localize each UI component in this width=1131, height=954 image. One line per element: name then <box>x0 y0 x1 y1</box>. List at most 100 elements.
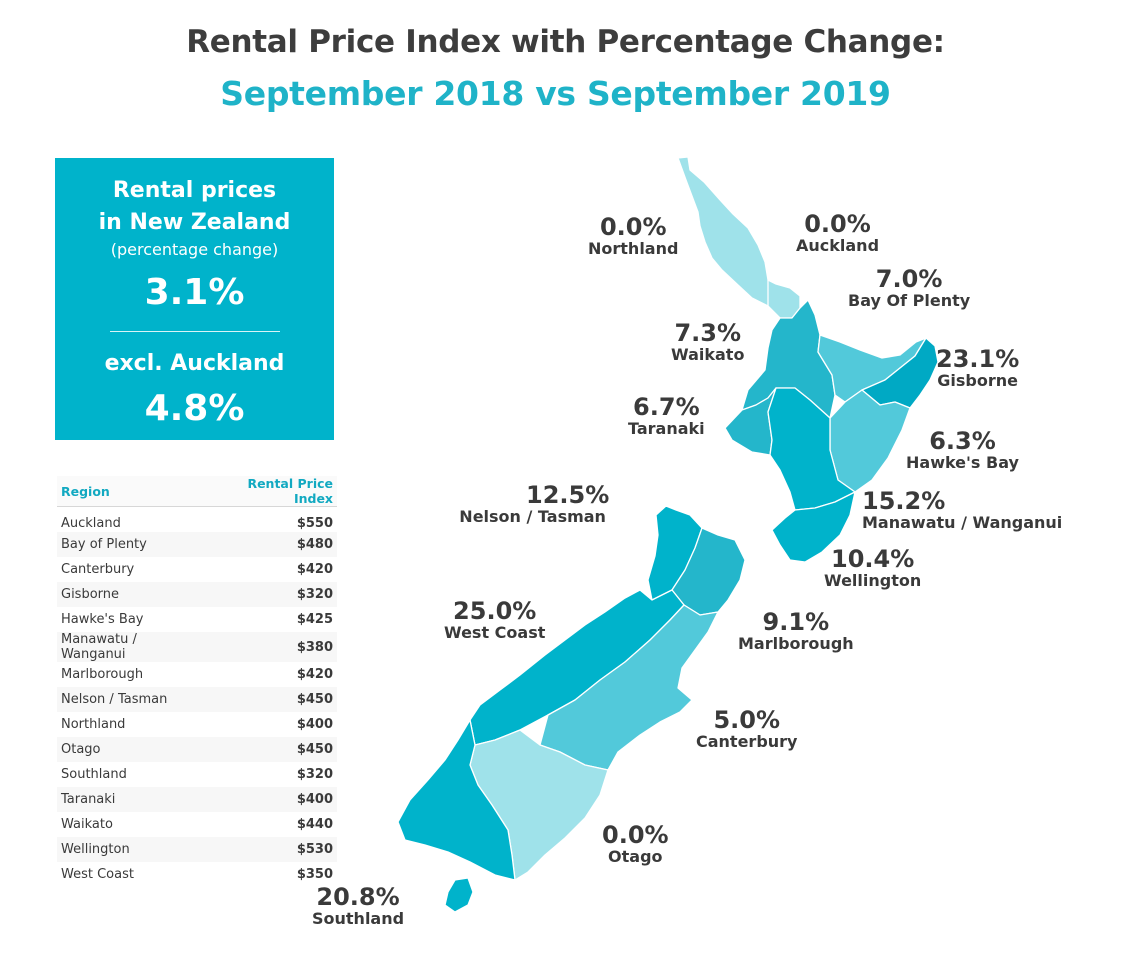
index-cell: $320 <box>205 582 337 607</box>
wellington-name: Wellington <box>824 571 922 590</box>
index-cell: $320 <box>296 767 333 782</box>
label-wellington: 10.4% Wellington <box>824 546 921 590</box>
table-row: Gisborne $320 <box>57 582 337 607</box>
gisborne-pct: 23.1% <box>936 345 1020 373</box>
taranaki-pct: 6.7% <box>633 393 700 421</box>
table-row: Auckland $550 <box>57 507 337 533</box>
index-cell: $420 <box>296 667 333 682</box>
index-cell: $380 <box>205 632 337 662</box>
southland-name: Southland <box>312 909 405 928</box>
southland-pct: 20.8% <box>316 883 400 911</box>
northland-pct: 0.0% <box>599 213 667 241</box>
marlborough-pct: 9.1% <box>762 608 830 636</box>
region-hawkes-bay <box>829 389 911 493</box>
page-subtitle: September 2018 vs September 2019 <box>220 74 891 113</box>
table-row: Marlborough $420 <box>57 662 337 687</box>
region-cell: Nelson / Tasman <box>57 687 206 712</box>
table-row: Wellington $530 <box>57 837 337 862</box>
region-cell: Hawke's Bay <box>61 612 144 627</box>
index-cell: $400 <box>205 787 337 812</box>
otago-name: Otago <box>608 847 663 866</box>
label-west-coast: 25.0% West Coast <box>444 598 545 642</box>
region-cell: Taranaki <box>57 787 206 812</box>
excl-auckland-label: excl. Auckland <box>104 351 285 376</box>
index-cell: $420 <box>296 562 333 577</box>
index-cell: $440 <box>296 817 333 832</box>
canterbury-name: Canterbury <box>696 732 798 751</box>
region-stewart-island <box>444 877 474 913</box>
bay-of-plenty-pct: 7.0% <box>875 265 943 293</box>
region-cell: Northland <box>61 717 126 732</box>
summary-heading-line2: in New Zealand <box>98 210 291 235</box>
label-marlborough: 9.1% Marlborough <box>738 609 854 653</box>
region-cell: Waikato <box>61 817 113 832</box>
summary-note: (percentage change) <box>110 240 279 259</box>
manawatu-name: Manawatu / Wanganui <box>862 513 1063 532</box>
region-auckland <box>767 279 801 319</box>
page-title: Rental Price Index with Percentage Chang… <box>186 24 945 60</box>
marlborough-name: Marlborough <box>738 634 854 653</box>
table-row: West Coast $350 <box>57 862 337 887</box>
label-hawkes-bay: 6.3% Hawke's Bay <box>906 428 1019 472</box>
label-northland: 0.0% Northland <box>588 214 678 258</box>
table-row: Bay of Plenty $480 <box>57 532 337 557</box>
index-cell: $530 <box>205 837 337 862</box>
table-row: Nelson / Tasman $450 <box>57 687 337 712</box>
index-cell: $450 <box>205 737 337 762</box>
table-row: Northland $400 <box>57 712 337 737</box>
column-header-index: Rental Price Index <box>205 476 337 507</box>
hawkes-bay-pct: 6.3% <box>929 427 996 455</box>
region-cell: Otago <box>57 737 206 762</box>
region-southland <box>397 719 516 881</box>
table-row: Otago $450 <box>57 737 337 762</box>
region-cell: Marlborough <box>61 667 144 682</box>
table-row: Taranaki $400 <box>57 787 337 812</box>
auckland-pct: 0.0% <box>804 210 871 238</box>
west-coast-name: West Coast <box>444 623 546 642</box>
label-auckland: 0.0% Auckland <box>796 211 879 255</box>
region-northland <box>677 156 773 307</box>
region-cell: Auckland <box>61 516 121 531</box>
region-wellington <box>771 491 856 563</box>
region-cell: Manawatu / Wanganui <box>57 632 206 662</box>
label-southland: 20.8% Southland <box>312 884 404 928</box>
nelson-tasman-name: Nelson / Tasman <box>459 507 606 526</box>
table-row: Southland $320 <box>57 762 337 787</box>
label-otago: 0.0% Otago <box>602 822 669 866</box>
label-taranaki: 6.7% Taranaki <box>628 394 705 438</box>
region-cell: Gisborne <box>57 582 206 607</box>
nelson-tasman-pct: 12.5% <box>526 481 610 509</box>
label-canterbury: 5.0% Canterbury <box>696 707 797 751</box>
gisborne-name: Gisborne <box>937 371 1018 390</box>
manawatu-pct: 15.2% <box>862 487 946 515</box>
table-row: Manawatu / Wanganui $380 <box>57 632 337 662</box>
table-row: Waikato $440 <box>57 812 337 837</box>
label-gisborne: 23.1% Gisborne <box>936 346 1019 390</box>
rental-price-table: Region Rental Price Index Auckland $550 B… <box>57 476 337 887</box>
label-bay-of-plenty: 7.0% Bay Of Plenty <box>848 266 970 310</box>
label-nelson-tasman: 12.5% Nelson / Tasman <box>456 482 609 526</box>
column-header-region: Region <box>57 476 206 507</box>
table-row: Canterbury $420 <box>57 557 337 582</box>
index-cell: $450 <box>205 687 337 712</box>
region-canterbury <box>539 604 719 771</box>
bay-of-plenty-name: Bay Of Plenty <box>848 291 971 310</box>
canterbury-pct: 5.0% <box>713 706 781 734</box>
summary-heading-line1: Rental prices <box>112 178 277 203</box>
index-cell: $480 <box>205 532 337 557</box>
region-cell: Bay of Plenty <box>57 532 206 557</box>
wellington-pct: 10.4% <box>831 545 915 573</box>
auckland-name: Auckland <box>796 236 880 255</box>
waikato-name: Waikato <box>671 345 745 364</box>
summary-divider <box>110 331 280 332</box>
northland-name: Northland <box>588 239 679 258</box>
label-waikato: 7.3% Waikato <box>671 320 744 364</box>
index-cell: $350 <box>296 867 333 882</box>
otago-pct: 0.0% <box>602 821 669 849</box>
index-cell: $425 <box>296 612 333 627</box>
table-header-row: Region Rental Price Index <box>57 476 337 507</box>
table-row: Hawke's Bay $425 <box>57 607 337 632</box>
nz-change-value: 3.1% <box>144 272 245 313</box>
index-cell: $550 <box>296 516 333 531</box>
